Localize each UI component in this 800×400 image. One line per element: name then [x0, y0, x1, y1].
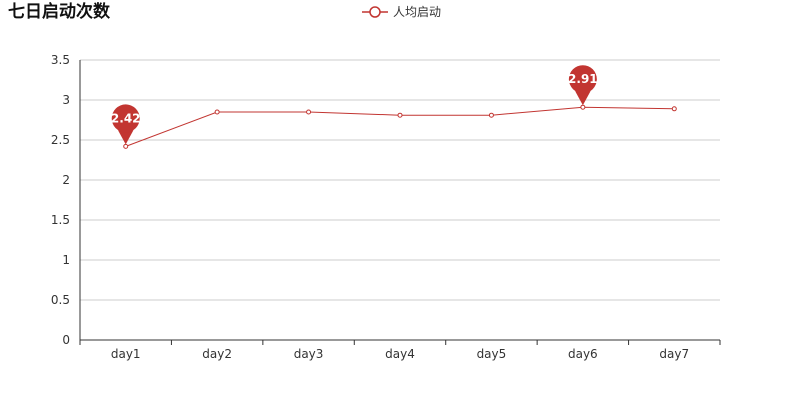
data-point[interactable]	[306, 109, 312, 115]
legend[interactable]: 人均启动	[362, 5, 441, 19]
y-tick-label: 2.5	[51, 133, 70, 147]
min-value-pin: 2.42	[111, 104, 141, 145]
x-tick-label: day2	[202, 347, 232, 361]
pin-head	[568, 65, 597, 94]
y-tick-label: 1	[62, 253, 70, 267]
grid-lines	[80, 59, 720, 301]
pin-tail	[575, 91, 591, 106]
y-tick-label: 0	[62, 333, 70, 347]
legend-circle-marker	[369, 6, 381, 18]
y-tick-label: 3.5	[51, 53, 70, 67]
series-layer	[123, 104, 677, 149]
data-point[interactable]	[397, 112, 403, 118]
y-tick-label: 3	[62, 93, 70, 107]
pin-label: 2.42	[111, 111, 141, 125]
data-point[interactable]	[123, 143, 129, 149]
x-tick-label: day3	[294, 347, 324, 361]
pin-tail	[118, 130, 134, 145]
annotation-layer: 2.42 2.91	[111, 65, 598, 145]
x-tick-label: day7	[659, 347, 689, 361]
x-tick-label: day4	[385, 347, 415, 361]
y-tick-label: 2	[62, 173, 70, 187]
chart-title: 七日启动次数	[8, 1, 111, 22]
x-tick-label: day1	[111, 347, 141, 361]
max-value-pin: 2.91	[568, 65, 598, 106]
pin-head	[111, 104, 140, 133]
axes: 0 0.5 1 1.5 2 2.5 3 3.5 day1 day2 day3 day4 day5 day6…	[51, 53, 721, 361]
y-tick-label: 0.5	[51, 293, 70, 307]
data-point[interactable]	[580, 104, 586, 110]
x-tick-label: day5	[477, 347, 507, 361]
data-point[interactable]	[214, 109, 220, 115]
data-point[interactable]	[671, 106, 677, 112]
x-tick-label: day6	[568, 347, 598, 361]
pin-label: 2.91	[568, 72, 598, 86]
y-tick-label: 1.5	[51, 213, 70, 227]
data-point[interactable]	[488, 112, 494, 118]
legend-label: 人均启动	[393, 5, 441, 19]
